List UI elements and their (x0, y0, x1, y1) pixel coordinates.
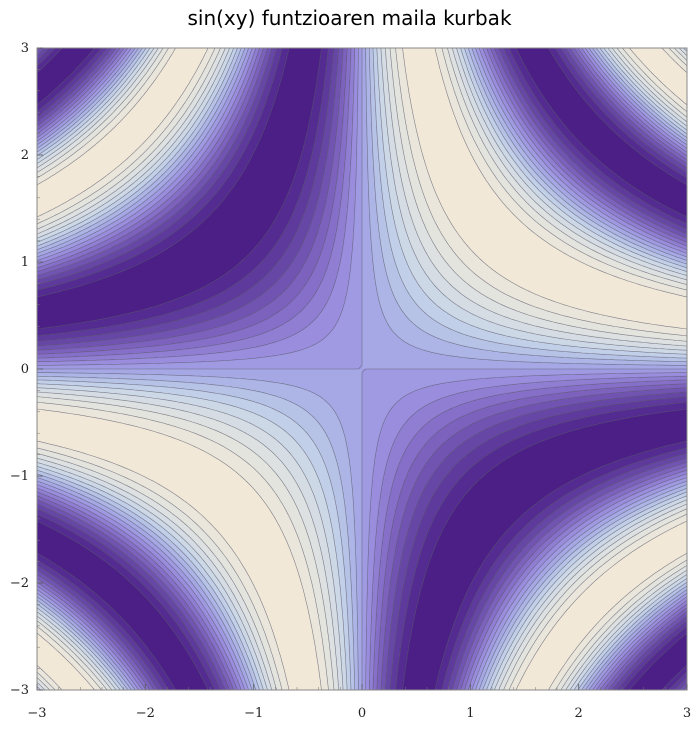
contour-line-5 (36, 47, 688, 691)
y-tick-label: 3 (21, 41, 29, 56)
x-tick-label: −1 (244, 706, 263, 721)
contour-line-17 (36, 47, 688, 691)
x-axis: −3 −2 −1 0 1 2 3 (27, 684, 691, 721)
contour-line-12 (36, 47, 688, 691)
x-tick-label: 0 (358, 706, 366, 721)
chart-title: sin(xy) funtzioaren maila kurbak (187, 6, 512, 30)
contour-line-3 (36, 47, 688, 691)
contour-line-18 (36, 47, 688, 691)
x-tick-label: 3 (683, 706, 691, 721)
contour-line-1 (36, 47, 688, 691)
y-tick-label: 0 (21, 362, 29, 377)
contour-line-11 (36, 47, 688, 691)
x-tick-label: −2 (136, 706, 155, 721)
contour-line-13 (36, 47, 688, 691)
x-tick-label: 2 (575, 706, 583, 721)
contour-line-8 (36, 47, 688, 691)
contour-line-16 (36, 47, 688, 691)
y-tick-label: 2 (21, 148, 29, 163)
contour-line-2 (36, 47, 688, 691)
contour-line-0 (36, 47, 688, 691)
contour-line-10 (36, 47, 688, 691)
contour-line-4 (36, 47, 688, 691)
y-tick-label: −3 (10, 683, 29, 698)
contour-line-15 (36, 47, 688, 691)
contour-line-14 (36, 47, 688, 691)
x-tick-label: −3 (27, 706, 46, 721)
contour-lines (36, 47, 688, 691)
y-tick-label: −2 (10, 576, 29, 591)
contour-line-6 (36, 47, 688, 691)
contour-line-9 (36, 47, 688, 691)
contour-line-7 (36, 47, 688, 691)
y-tick-label: 1 (21, 255, 29, 270)
x-tick-label: 1 (466, 706, 474, 721)
y-axis: −3 −2 −1 0 1 2 3 (10, 41, 43, 698)
y-tick-label: −1 (10, 469, 29, 484)
